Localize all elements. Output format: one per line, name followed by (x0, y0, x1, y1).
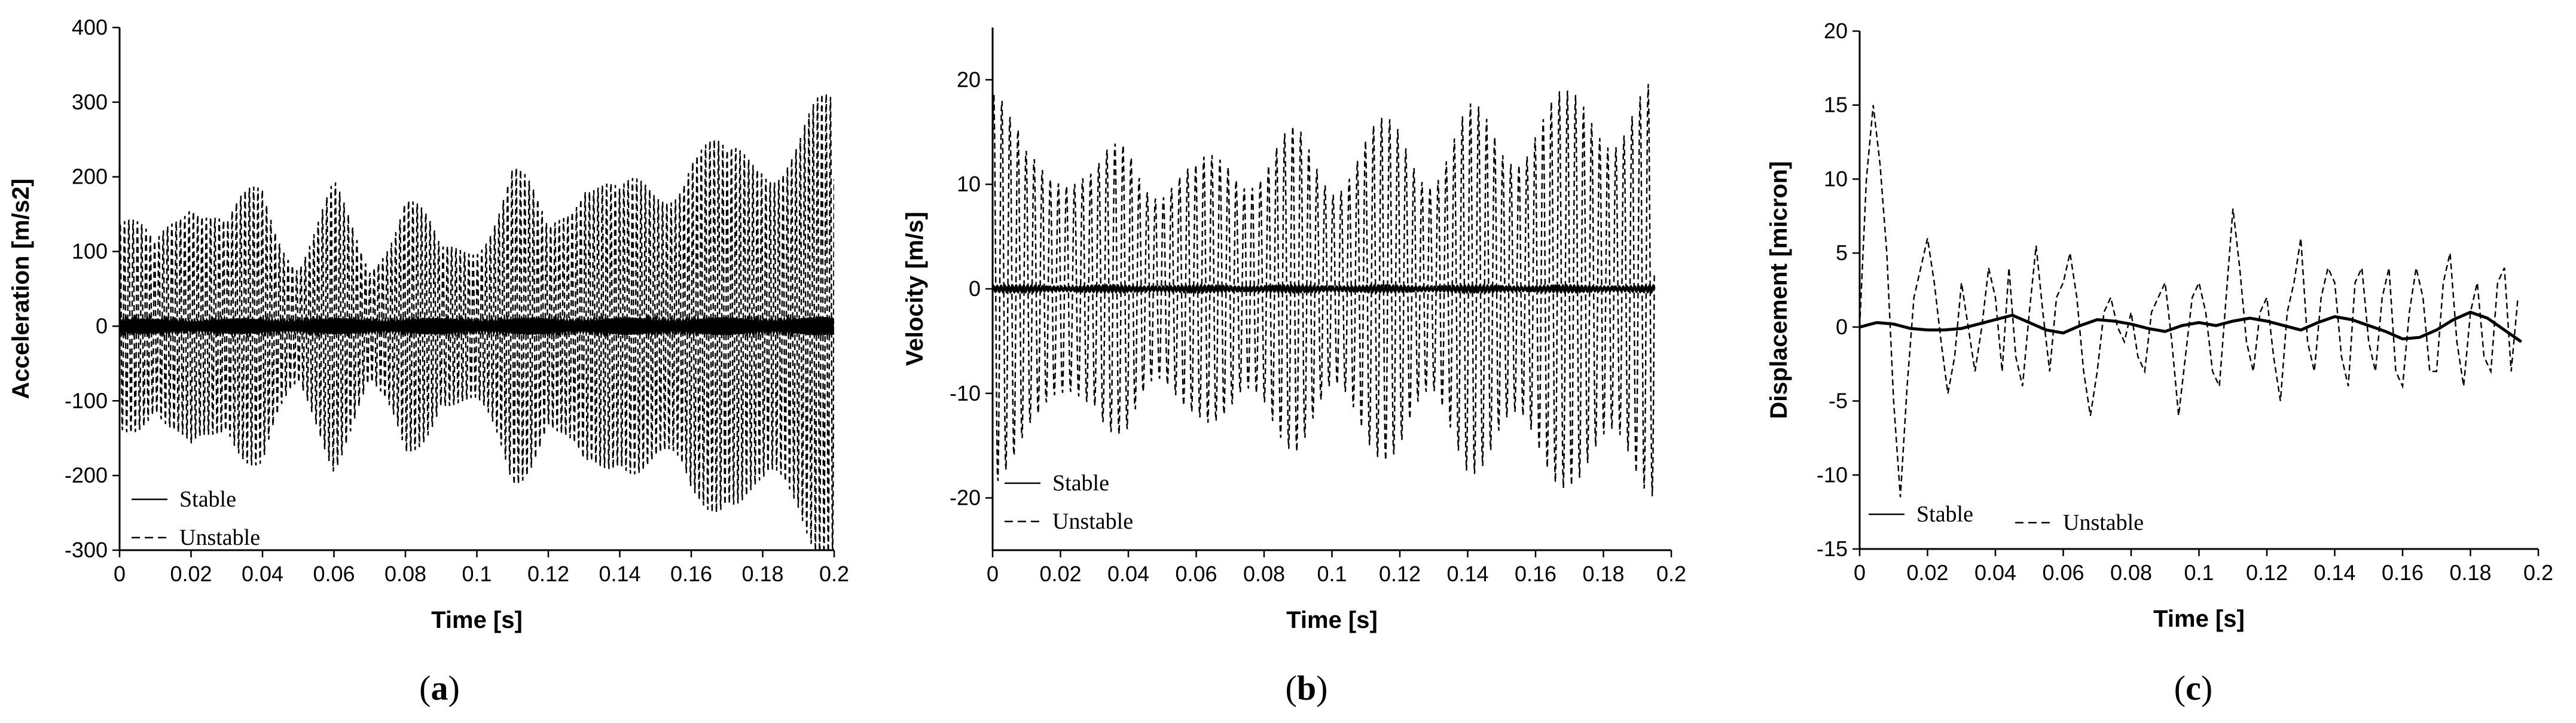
series-unstable-line (120, 94, 834, 550)
legend-label-unstable: Unstable (2063, 510, 2144, 535)
y-tick-label: 0 (96, 313, 108, 338)
x-tick-label: 0.08 (2110, 560, 2152, 585)
y-tick-label: -300 (65, 538, 108, 562)
series-unstable-line (993, 84, 1655, 496)
legend-label-stable: Stable (1916, 502, 1973, 527)
y-tick-label: 20 (957, 67, 981, 91)
y-tick-label: 400 (72, 15, 108, 39)
x-tick-label: 0.2 (2523, 560, 2553, 585)
y-tick-label: 5 (1836, 240, 1848, 265)
y-tick-label: 10 (1824, 166, 1848, 191)
x-tick-label: 0.1 (462, 562, 492, 586)
x-tick-label: 0 (114, 562, 126, 586)
x-tick-label: 0.12 (1379, 562, 1421, 586)
x-tick-label: 0.14 (2313, 560, 2355, 585)
x-tick-label: 0.2 (1656, 562, 1686, 586)
x-tick-label: 0 (987, 562, 999, 586)
x-tick-label: 0.18 (2449, 560, 2491, 585)
y-tick-label: -20 (950, 486, 981, 510)
legend: Stable Unstable (132, 487, 260, 550)
y-tick-label: 300 (72, 90, 108, 114)
legend-label-unstable: Unstable (179, 525, 260, 550)
y-tick-label: 0 (1836, 315, 1848, 339)
y-axis-title: Acceleration [m/s2] (8, 178, 34, 399)
y-axis-title: Velocity [m/s] (902, 212, 928, 366)
legend-label-unstable: Unstable (1052, 509, 1133, 534)
x-tick-label: 0.04 (1107, 562, 1149, 586)
legend: Stable Unstable (1005, 471, 1133, 534)
x-tick-label: 0.08 (1243, 562, 1285, 586)
x-axis-title: Time [s] (2153, 606, 2245, 632)
y-tick-label: -5 (1829, 389, 1848, 413)
panel-label: (a) (419, 669, 460, 707)
x-tick-label: 0.02 (1039, 562, 1081, 586)
x-tick-label: 0.06 (313, 562, 355, 586)
x-tick-label: 0.06 (1175, 562, 1217, 586)
x-tick-label: 0.1 (2184, 560, 2214, 585)
series-stable-line (1860, 310, 2523, 343)
y-tick-label: 20 (1824, 19, 1848, 43)
x-tick-label: 0.16 (1515, 562, 1556, 586)
y-tick-label: 10 (957, 172, 981, 196)
x-tick-label: 0.02 (170, 562, 212, 586)
x-tick-label: 0.04 (242, 562, 283, 586)
series-unstable-line (1860, 105, 2519, 498)
panel-c: 0 0.02 0.04 0.06 0.08 0.1 0.12 0.14 0.16 0.18 0.2 -… (1766, 19, 2553, 707)
x-tick-label: 0 (1854, 560, 1866, 585)
x-tick-label: 0.14 (1446, 562, 1488, 586)
x-tick-label: 0.2 (819, 562, 849, 586)
y-tick-label: -100 (65, 388, 108, 413)
panel-label: (c) (2174, 669, 2212, 707)
x-tick-label: 0.16 (670, 562, 712, 586)
panel-b: 0 0.02 0.04 0.06 0.08 0.1 0.12 0.14 0.16 0.18 0.2 -… (902, 28, 1686, 707)
legend-label-stable: Stable (1052, 471, 1109, 496)
y-tick-label: 200 (72, 164, 108, 189)
x-tick-label: 0.06 (2042, 560, 2084, 585)
y-tick-label: -10 (950, 381, 981, 405)
x-tick-label: 0.14 (599, 562, 640, 586)
y-tick-label: 100 (72, 239, 108, 264)
x-tick-label: 0.04 (1974, 560, 2016, 585)
x-tick-label: 0.08 (384, 562, 426, 586)
legend: Stable Unstable (1869, 502, 2144, 535)
x-axis-title: Time [s] (431, 607, 523, 633)
x-tick-label: 0.18 (1582, 562, 1624, 586)
x-tick-label: 0.18 (741, 562, 783, 586)
x-tick-label: 0.12 (527, 562, 569, 586)
y-tick-label: 0 (969, 276, 981, 301)
y-tick-label: 15 (1824, 93, 1848, 117)
legend-label-stable: Stable (179, 487, 236, 512)
panel-a: 0 0.02 0.04 0.06 0.08 0.1 0.12 0.14 0.16 0.18 0.2 -… (8, 15, 849, 707)
x-tick-label: 0.16 (2382, 560, 2424, 585)
y-tick-label: -10 (1817, 462, 1848, 487)
y-axis-title: Displacement [micron] (1766, 161, 1792, 419)
x-tick-label: 0.12 (2246, 560, 2288, 585)
y-tick-label: -200 (65, 463, 108, 487)
x-tick-label: 0.02 (1906, 560, 1948, 585)
x-tick-label: 0.1 (1317, 562, 1347, 586)
x-axis-title: Time [s] (1286, 607, 1378, 633)
panel-label: (b) (1286, 669, 1328, 707)
y-tick-label: -15 (1817, 536, 1848, 561)
